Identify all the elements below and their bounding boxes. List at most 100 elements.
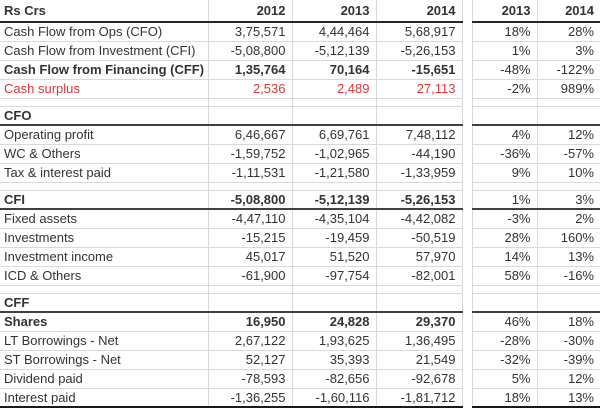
pct-cell-2013: -3%: [472, 209, 538, 229]
value-cell-2013: [292, 98, 377, 107]
value-cell-2014: -4,42,082: [376, 209, 463, 229]
value-cell-2013: 6,69,761: [292, 125, 377, 145]
pct-cell-2014: 989%: [537, 79, 600, 99]
pct-cell-2014: [537, 285, 600, 294]
value-cell-2014: -1,81,712: [376, 388, 463, 408]
value-cell-2012: 3,75,571: [208, 22, 293, 42]
separator-cell: [462, 144, 473, 163]
pct-cell-2013: [472, 182, 538, 191]
pct-cell-2013: -32%: [472, 350, 538, 370]
value-cell-2014: [376, 182, 463, 191]
value-cell-2012: [208, 182, 293, 191]
corner-header-cell: Rs Crs: [0, 0, 209, 23]
value-cell-2014: -44,190: [376, 144, 463, 164]
value-cell-2013: 35,393: [292, 350, 377, 370]
spacer-row: [0, 98, 600, 107]
row-label-cell: [0, 182, 209, 191]
value-cell-2014: -5,26,153: [376, 41, 463, 61]
value-cell-2013: -82,656: [292, 369, 377, 389]
pct-cell-2013: [472, 285, 538, 294]
table-row: Investment income 45,017 51,520 57,970 14% 13…: [0, 247, 600, 267]
pct-cell-2013: 58%: [472, 266, 538, 286]
row-label-cell: CFF: [0, 293, 209, 313]
separator-cell: [462, 285, 473, 293]
pct-cell-2013: -2%: [472, 79, 538, 99]
row-label-cell: Shares: [0, 312, 209, 332]
table-row: Cash surplus 2,536 2,489 27,113 -2% 989%: [0, 79, 600, 99]
value-cell-2013: [292, 182, 377, 191]
value-cell-2012: [208, 293, 293, 313]
separator-cell: [462, 209, 473, 228]
spacer-row: [0, 182, 600, 191]
value-cell-2014: [376, 293, 463, 313]
value-cell-2012: -1,36,255: [208, 388, 293, 408]
table-row: Investments -15,215 -19,459 -50,519 28% 160%: [0, 228, 600, 248]
year-header-cell: 2014: [376, 0, 463, 23]
table-row: CFF: [0, 293, 600, 313]
row-label-cell: Fixed assets: [0, 209, 209, 229]
separator-cell: [462, 350, 473, 369]
value-cell-2013: -5,12,139: [292, 190, 377, 210]
separator-cell: [462, 247, 473, 266]
value-cell-2013: -1,60,116: [292, 388, 377, 408]
value-cell-2012: 1,35,764: [208, 60, 293, 80]
pct-cell-2014: 18%: [537, 312, 600, 332]
year-header-cell: 2013: [292, 0, 377, 23]
value-cell-2013: 70,164: [292, 60, 377, 80]
pct-cell-2014: [537, 98, 600, 107]
row-label-cell: Tax & interest paid: [0, 163, 209, 183]
table-row: ICD & Others -61,900 -97,754 -82,001 58% -16%: [0, 266, 600, 286]
pct-cell-2013: [472, 98, 538, 107]
value-cell-2013: -97,754: [292, 266, 377, 286]
separator-cell: [462, 106, 473, 125]
value-cell-2013: 51,520: [292, 247, 377, 267]
separator-cell: [462, 22, 473, 41]
separator-cell: [462, 293, 473, 312]
row-label-cell: WC & Others: [0, 144, 209, 164]
value-cell-2014: [376, 285, 463, 294]
value-cell-2013: -5,12,139: [292, 41, 377, 61]
row-label-cell: Investments: [0, 228, 209, 248]
pct-cell-2013: 18%: [472, 388, 538, 408]
value-cell-2012: [208, 285, 293, 294]
pct-cell-2013: [472, 293, 538, 313]
separator-cell: [462, 125, 473, 144]
pct-cell-2013: -36%: [472, 144, 538, 164]
value-cell-2013: [292, 106, 377, 126]
pct-cell-2014: 3%: [537, 41, 600, 61]
pct-cell-2013: 1%: [472, 41, 538, 61]
value-cell-2012: -4,47,110: [208, 209, 293, 229]
value-cell-2014: 29,370: [376, 312, 463, 332]
row-label-cell: Cash surplus: [0, 79, 209, 99]
value-cell-2013: [292, 285, 377, 294]
separator-cell: [462, 388, 473, 407]
pct-cell-2013: 9%: [472, 163, 538, 183]
value-cell-2014: -92,678: [376, 369, 463, 389]
row-label-cell: Operating profit: [0, 125, 209, 145]
value-cell-2012: -15,215: [208, 228, 293, 248]
row-label-cell: Interest paid: [0, 388, 209, 408]
table-row: Cash Flow from Investment (CFI) -5,08,800…: [0, 41, 600, 61]
value-cell-2013: -1,02,965: [292, 144, 377, 164]
value-cell-2014: 21,549: [376, 350, 463, 370]
separator-cell: [462, 182, 473, 190]
pct-cell-2013: [472, 106, 538, 126]
value-cell-2012: [208, 98, 293, 107]
value-cell-2012: [208, 106, 293, 126]
pct-cell-2014: -30%: [537, 331, 600, 351]
separator-cell: [462, 0, 473, 22]
table-header: Rs Crs 2012 2013 2014 2013 2014: [0, 0, 600, 23]
table-row: Operating profit 6,46,667 6,69,761 7,48,112…: [0, 125, 600, 145]
value-cell-2012: -5,08,800: [208, 190, 293, 210]
pct-year-header-cell: 2013: [472, 0, 538, 23]
separator-cell: [462, 163, 473, 182]
pct-cell-2014: 13%: [537, 388, 600, 408]
value-cell-2012: 16,950: [208, 312, 293, 332]
value-cell-2013: 2,489: [292, 79, 377, 99]
value-cell-2012: 6,46,667: [208, 125, 293, 145]
row-label-cell: CFI: [0, 190, 209, 210]
value-cell-2012: -1,59,752: [208, 144, 293, 164]
value-cell-2013: -19,459: [292, 228, 377, 248]
pct-cell-2014: 12%: [537, 369, 600, 389]
